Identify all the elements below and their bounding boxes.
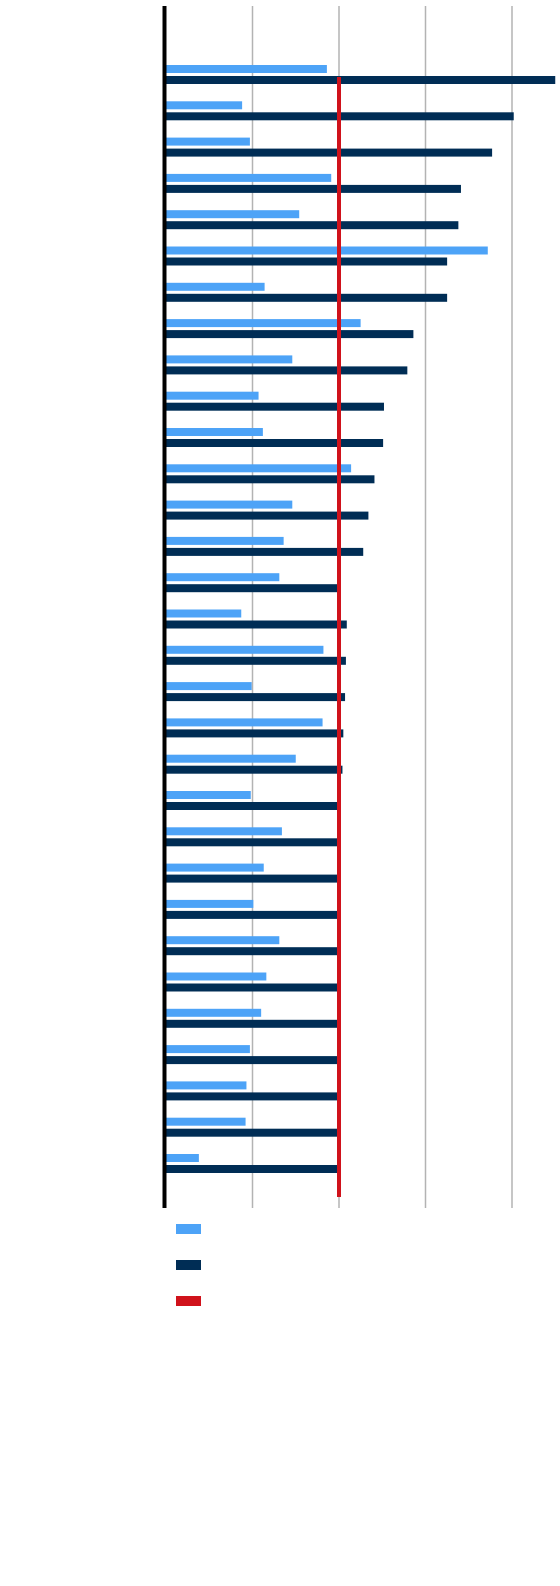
- bar-series-1: [166, 137, 250, 146]
- bar-series-2: [166, 874, 339, 883]
- bar-series-2: [166, 475, 375, 484]
- bar-series-2: [166, 439, 384, 447]
- bar-series-1: [166, 1008, 262, 1017]
- bar-series-2: [166, 1128, 339, 1137]
- bar-series-2: [166, 983, 339, 992]
- bar-series-1: [166, 827, 282, 836]
- bar-series-2: [166, 257, 448, 266]
- bar-series-2: [166, 947, 339, 956]
- bar-series-2: [166, 148, 493, 157]
- bar-series-1: [166, 210, 300, 219]
- bar-series-2: [166, 547, 364, 556]
- bar-series-2: [166, 584, 339, 593]
- bar-series-2: [166, 765, 343, 774]
- bar-series-1: [166, 791, 251, 799]
- bar-series-1: [166, 1045, 250, 1054]
- bar-series-1: [166, 863, 264, 872]
- bar-series-1: [166, 500, 293, 509]
- bar-series-2: [166, 76, 556, 84]
- bar-series-1: [166, 319, 361, 328]
- bar-series-2: [166, 693, 346, 702]
- bar-series-2: [166, 184, 461, 193]
- bar-series-2: [166, 1056, 339, 1065]
- bar-series-2: [166, 221, 459, 230]
- bar-series-2: [166, 293, 448, 302]
- bar-series-1: [166, 282, 265, 291]
- bar-series-1: [166, 573, 280, 582]
- bar-series-1: [166, 1117, 246, 1126]
- bar-series-1: [166, 428, 263, 436]
- bar-series-1: [166, 645, 324, 654]
- bar-series-1: [166, 355, 293, 364]
- bar-series-2: [166, 330, 414, 339]
- bar-series-2: [166, 910, 339, 919]
- bar-series-1: [166, 65, 327, 73]
- bar-series-2: [166, 656, 346, 665]
- legend-marker-series-2: [176, 1260, 201, 1270]
- legend-marker-series-1: [176, 1224, 201, 1234]
- bar-series-2: [166, 729, 344, 738]
- bar-series-2: [166, 620, 347, 629]
- bar-series-2: [166, 511, 369, 520]
- bar-series-1: [166, 391, 259, 400]
- bar-series-1: [166, 173, 332, 182]
- bar-series-1: [166, 536, 284, 545]
- bar-series-1: [166, 609, 242, 618]
- bar-series-2: [166, 1092, 339, 1101]
- bar-series-1: [166, 1154, 199, 1162]
- bar-series-2: [166, 802, 340, 810]
- bar-series-1: [166, 899, 254, 908]
- bar-series-2: [166, 1019, 339, 1028]
- bar-series-2: [166, 402, 384, 411]
- bar-series-1: [166, 464, 352, 473]
- bar-series-1: [166, 101, 243, 110]
- bar-series-1: [166, 1081, 247, 1090]
- bar-series-2: [166, 1165, 339, 1173]
- bar-series-1: [166, 682, 252, 691]
- bar-series-2: [166, 838, 339, 847]
- legend-marker-reference: [176, 1296, 201, 1306]
- bar-series-1: [166, 972, 267, 981]
- bar-series-2: [166, 366, 408, 375]
- bar-series-1: [166, 754, 296, 763]
- bar-series-1: [166, 936, 280, 945]
- bar-series-1: [166, 246, 488, 255]
- bar-series-1: [166, 718, 323, 727]
